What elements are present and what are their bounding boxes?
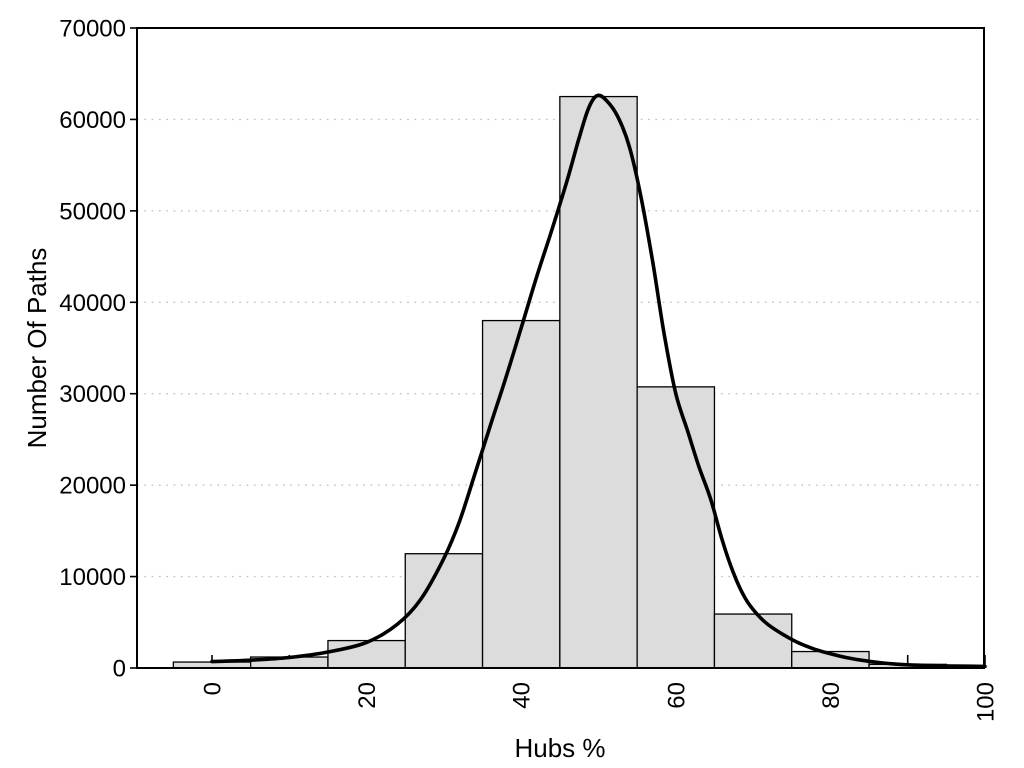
y-tick-label-10000: 10000: [59, 564, 126, 591]
y-axis-title: Number Of Paths: [22, 248, 52, 449]
y-tick-label-0: 0: [113, 656, 126, 683]
y-tick-label-50000: 50000: [59, 198, 126, 225]
y-tick-label-70000: 70000: [59, 16, 126, 43]
y-tick-label-60000: 60000: [59, 107, 126, 134]
histogram-bar-50: [559, 95, 638, 669]
histogram-bar-20: [327, 639, 406, 669]
density-curve-path: [210, 93, 987, 669]
x-axis-title: Hubs %: [514, 733, 605, 763]
x-tick-label-80: 80: [818, 682, 845, 709]
y-axis-ticks: [130, 27, 137, 669]
y-tick-label-30000: 30000: [59, 381, 126, 408]
x-tick-label-0: 0: [200, 682, 227, 695]
histogram-bar-60: [636, 386, 716, 669]
histogram-bar-70: [713, 613, 793, 669]
y-tick-label-40000: 40000: [59, 290, 126, 317]
x-tick-label-60: 60: [663, 682, 690, 709]
y-axis-tick-labels: 0 10000 20000 30000 40000 50000 60000 70000: [59, 16, 126, 683]
histogram-bar-30: [404, 553, 484, 669]
y-tick-label-20000: 20000: [59, 473, 126, 500]
x-axis-tick-labels: 0 20 40 60 80 100: [200, 682, 1000, 722]
plot-border: [136, 27, 985, 669]
histogram-bars: [172, 95, 947, 669]
density-curve: [210, 93, 987, 669]
x-tick-label-100: 100: [973, 682, 1000, 722]
x-tick-label-40: 40: [509, 682, 536, 709]
histogram-bar-40: [481, 319, 561, 669]
x-tick-label-20: 20: [354, 682, 381, 709]
